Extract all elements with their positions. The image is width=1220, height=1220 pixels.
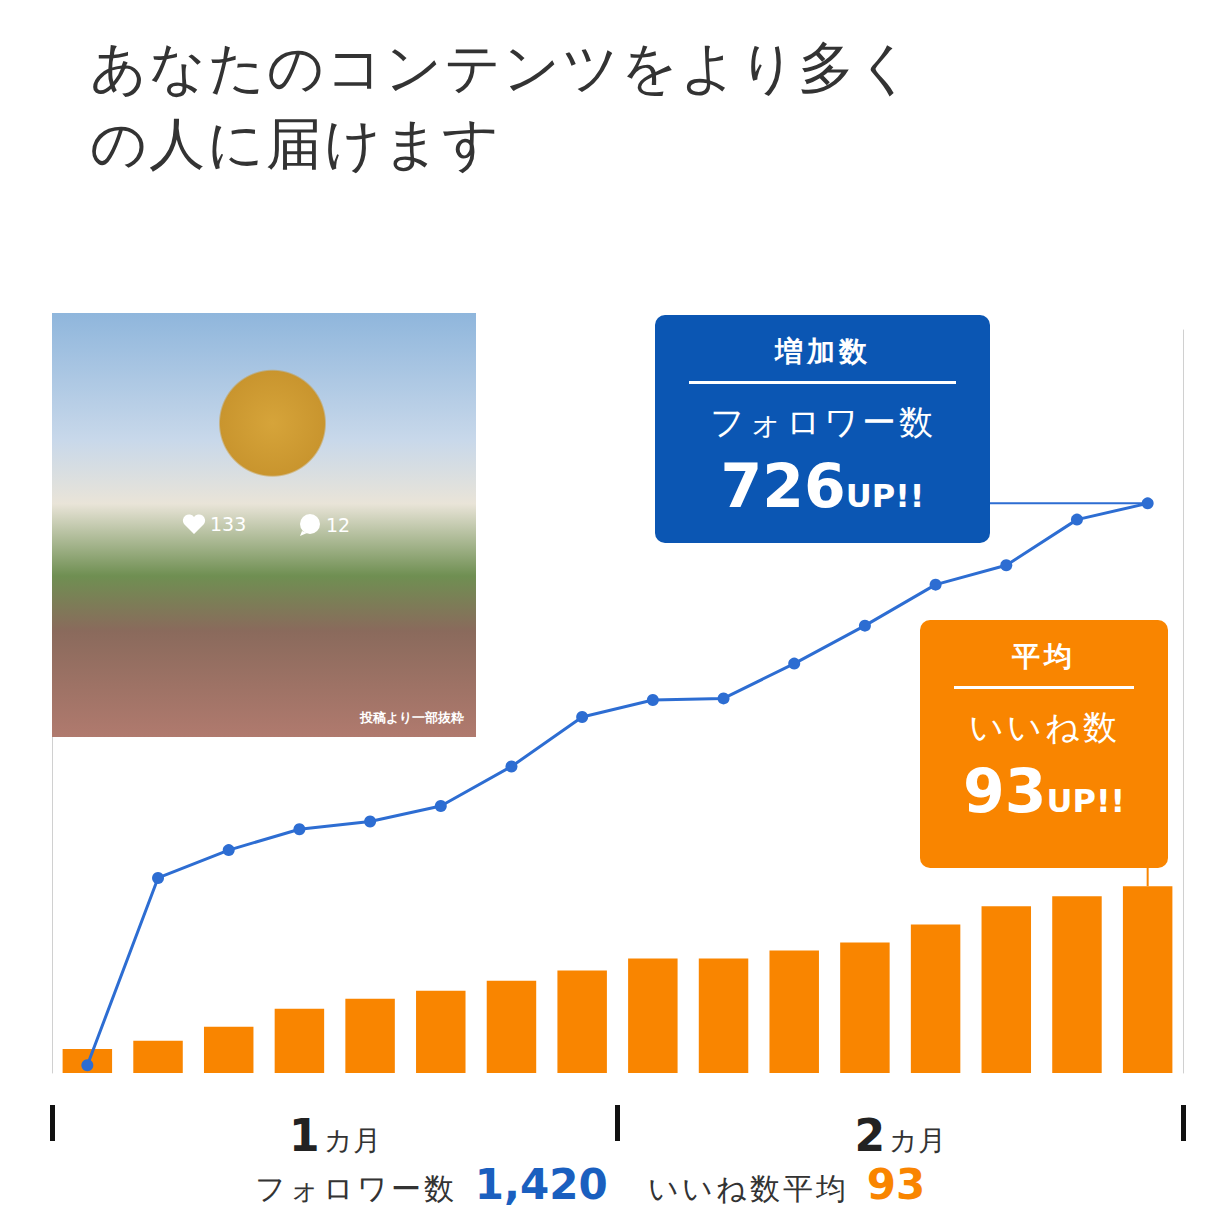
html-text:いいね数: いいね数 xyxy=(968,707,1120,747)
html-text:あなたのコンテンツをより多くの人に届けます: あなたのコンテンツをより多くの人に届けます xyxy=(90,35,915,176)
html-text:フォロワー数: フォロワー数 xyxy=(254,1171,457,1206)
svg-text:カ月: カ月 xyxy=(889,1124,946,1157)
html-text:平均: 平均 xyxy=(1012,640,1076,673)
svg-text:2: 2 xyxy=(854,1110,885,1161)
svg-text:カ月: カ月 xyxy=(324,1124,381,1157)
html-text:いいね数平均: いいね数平均 xyxy=(647,1171,849,1206)
html-text:93UP!!: 93UP!! xyxy=(962,756,1126,826)
html-text:投稿より一部抜粋: 投稿より一部抜粋 xyxy=(360,710,464,725)
html-text:増加数: 増加数 xyxy=(774,335,871,368)
svg-text:1: 1 xyxy=(289,1110,320,1161)
html-text:726UP!!: 726UP!! xyxy=(720,451,925,521)
html-text:1,420: 1,420 xyxy=(474,1160,608,1209)
html-text:133: 133 xyxy=(210,513,247,535)
html-text:12: 12 xyxy=(326,514,351,536)
html-text:93: 93 xyxy=(866,1160,926,1209)
html-text:フォロワー数: フォロワー数 xyxy=(709,402,936,442)
